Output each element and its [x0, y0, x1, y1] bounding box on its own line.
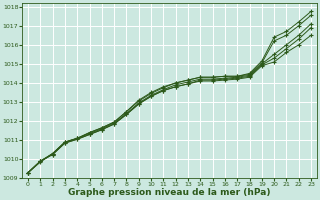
- X-axis label: Graphe pression niveau de la mer (hPa): Graphe pression niveau de la mer (hPa): [68, 188, 271, 197]
